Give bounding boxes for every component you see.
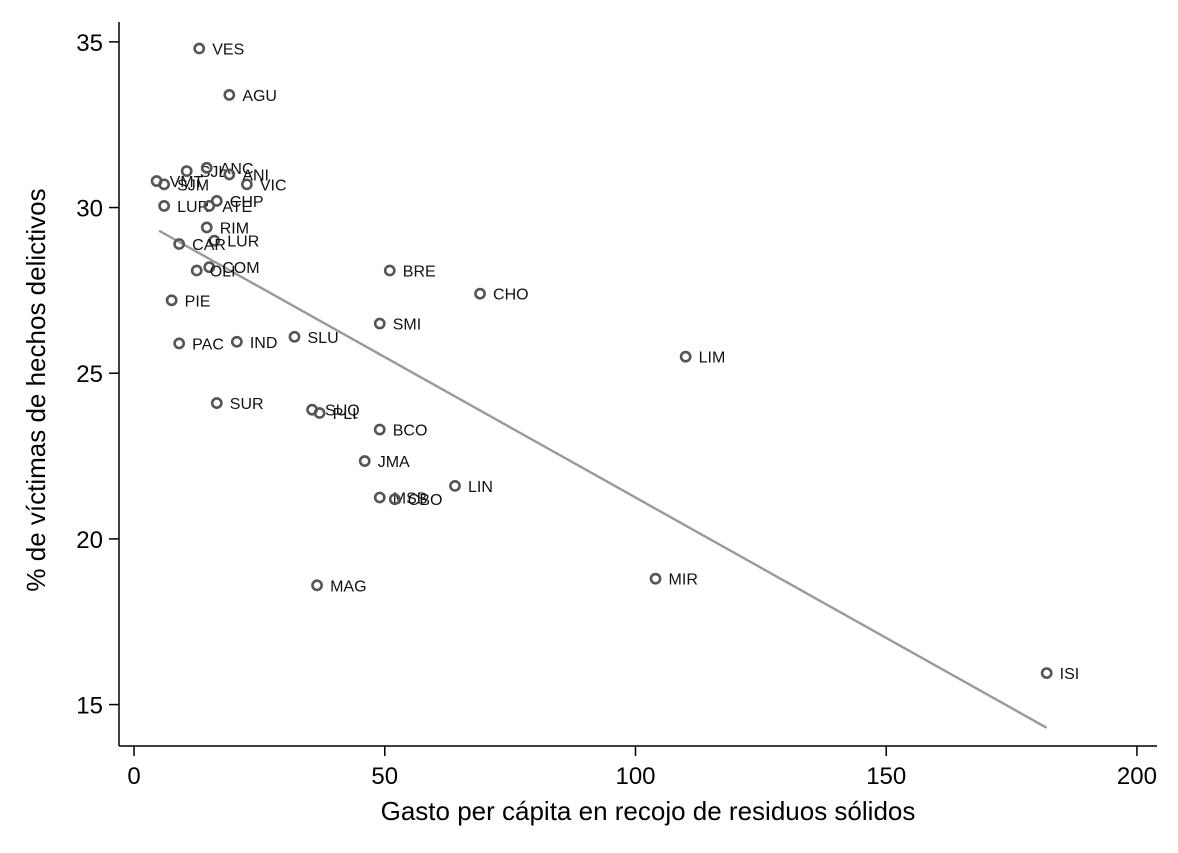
point-label: SJL <box>200 164 228 181</box>
point-label: AGU <box>242 88 277 105</box>
x-tick-label: 0 <box>127 763 140 790</box>
fit-line-layer <box>158 229 1048 729</box>
data-point <box>208 234 221 247</box>
data-point <box>210 397 223 409</box>
point-label: SMI <box>393 317 421 334</box>
data-point <box>158 199 171 212</box>
point-label: LIN <box>468 479 493 496</box>
data-point <box>230 335 243 348</box>
data-point <box>288 330 301 343</box>
point-label: COM <box>222 260 259 277</box>
y-tick-label: 15 <box>76 693 103 720</box>
point-label: CBO <box>408 492 443 509</box>
data-point <box>193 42 206 55</box>
point-label: MAG <box>330 578 366 595</box>
x-tick-label: 200 <box>1117 763 1157 790</box>
data-point <box>173 238 186 250</box>
fit-line <box>158 229 1048 729</box>
data-point <box>373 317 386 330</box>
point-label: SJM <box>177 177 209 194</box>
point-label: OLI <box>210 264 236 281</box>
point-label: LIM <box>699 350 726 367</box>
data-point <box>200 161 213 174</box>
data-point <box>1040 667 1053 680</box>
point-label: SLU <box>308 330 339 347</box>
x-tick-label: 50 <box>371 763 398 790</box>
data-point <box>240 178 253 191</box>
data-point <box>449 479 461 492</box>
data-point <box>223 168 236 181</box>
point-label: JMA <box>378 454 410 471</box>
point-label: VMT <box>170 174 204 191</box>
y-tick-label: 30 <box>76 196 103 223</box>
point-label: SUR <box>230 396 264 413</box>
point-label: ANC <box>220 161 254 178</box>
point-label: VIC <box>260 177 287 194</box>
data-point <box>190 264 203 277</box>
point-label: MIR <box>669 572 698 589</box>
data-point <box>311 579 323 592</box>
data-point <box>223 88 236 101</box>
data-point <box>388 493 401 506</box>
data-point <box>373 423 386 436</box>
x-tick-label: 150 <box>866 763 906 790</box>
data-point <box>158 178 171 191</box>
axes-layer <box>118 22 1157 747</box>
point-label: VES <box>212 42 244 59</box>
data-point <box>383 264 396 277</box>
point-label: PAC <box>192 336 224 353</box>
point-label: ISI <box>1060 666 1080 683</box>
point-label: CHO <box>493 287 529 304</box>
data-point <box>373 491 386 504</box>
point-label: IND <box>250 335 278 352</box>
y-tick-label: 25 <box>76 361 103 388</box>
point-label: PLI <box>333 406 357 423</box>
point-label: LUR <box>177 199 209 216</box>
data-point <box>165 294 178 307</box>
data-point <box>649 572 662 585</box>
point-label: RIM <box>220 220 249 237</box>
data-point <box>313 407 326 419</box>
point-label: CAR <box>192 237 226 254</box>
point-label: ATE <box>222 199 252 216</box>
point-label: PIE <box>185 293 211 310</box>
point-label: LUR <box>227 234 259 251</box>
point-label: BRE <box>403 264 436 281</box>
point-label: CHP <box>230 194 264 211</box>
data-point <box>210 195 223 207</box>
y-tick-label: 35 <box>76 30 103 57</box>
point-label: MSB <box>393 490 428 507</box>
data-point <box>358 455 371 467</box>
y-tick-label: 20 <box>76 527 103 554</box>
data-point <box>679 350 692 363</box>
x-tick-label: 100 <box>615 763 655 790</box>
ticks-layer: 15 20 25 30 35 0 50 100 150 200 <box>76 30 1157 790</box>
x-axis-title: Gasto per cápita en recojo de residuos s… <box>381 796 916 826</box>
data-point <box>203 261 216 274</box>
data-point <box>474 287 486 300</box>
data-point <box>180 165 193 178</box>
y-axis-title: % de víctimas de hechos delictivos <box>21 188 51 591</box>
point-label: SUQ <box>325 403 360 420</box>
data-point <box>173 337 186 350</box>
data-point <box>200 221 213 234</box>
point-label: BCO <box>393 423 428 440</box>
